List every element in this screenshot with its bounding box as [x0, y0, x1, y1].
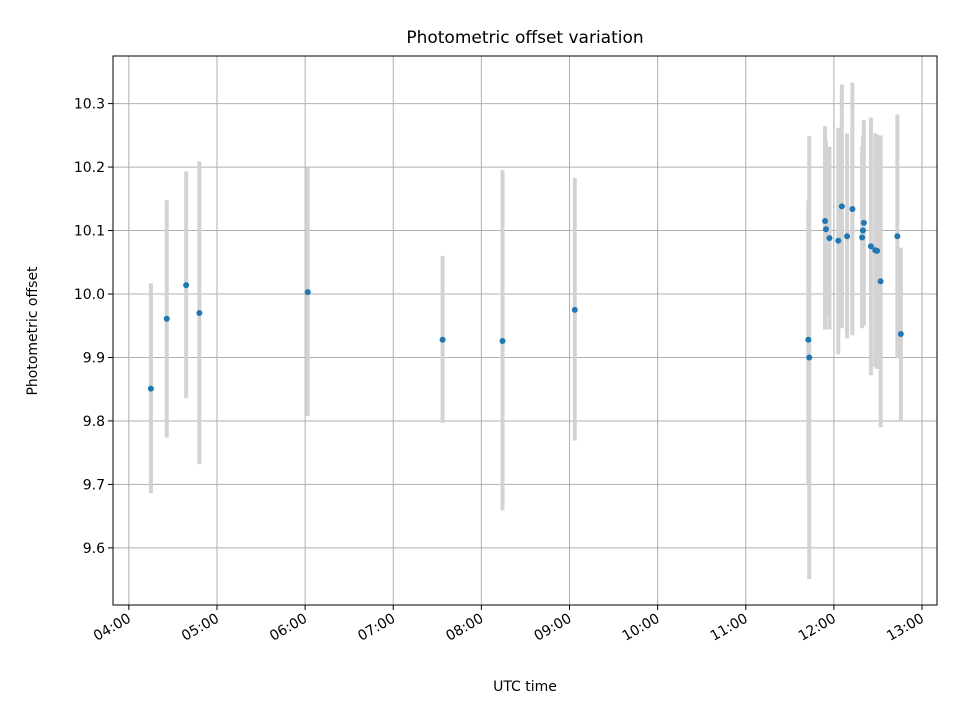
data-point — [822, 226, 829, 233]
x-tick-label: 07:00 — [355, 611, 398, 645]
data-point — [897, 330, 904, 337]
grid-lines — [113, 56, 937, 605]
x-tick-label: 08:00 — [443, 611, 486, 645]
x-tick-label: 06:00 — [267, 611, 310, 645]
data-point — [835, 237, 842, 244]
x-tick-label: 13:00 — [884, 611, 927, 645]
y-tick-label: 10.0 — [74, 287, 105, 303]
y-tick-label: 9.8 — [83, 414, 105, 430]
y-tick-label: 9.6 — [83, 541, 105, 557]
data-point — [822, 218, 829, 225]
data-point — [874, 247, 881, 254]
y-tick-label: 9.7 — [83, 477, 105, 493]
data-point — [571, 306, 578, 313]
chart-title: Photometric offset variation — [406, 28, 643, 48]
data-point — [826, 235, 833, 242]
data-point — [196, 310, 203, 317]
x-tick-label: 12:00 — [796, 611, 839, 645]
data-point — [163, 315, 170, 322]
x-tick-label: 05:00 — [179, 611, 222, 645]
data-point — [894, 233, 901, 240]
data-point — [877, 278, 884, 285]
x-tick-label: 09:00 — [532, 611, 575, 645]
data-point — [860, 219, 867, 226]
data-point — [183, 282, 190, 289]
plot-frame — [112, 55, 938, 606]
data-point — [499, 337, 506, 344]
data-point — [838, 203, 845, 210]
x-tick-label: 10:00 — [620, 611, 663, 645]
data-point — [859, 234, 866, 241]
x-tick-label: 04:00 — [91, 611, 134, 645]
y-tick-label: 10.2 — [74, 160, 105, 176]
data-point — [806, 354, 813, 361]
y-tick-label: 9.9 — [83, 350, 105, 366]
y-axis-ticks: 9.6 9.7 9.8 9.9 10.0 10.1 10.2 10.3 — [74, 97, 113, 557]
data-point — [304, 289, 311, 296]
error-bars — [148, 82, 903, 579]
data-point — [867, 243, 874, 250]
data-points — [147, 203, 904, 392]
data-point — [147, 385, 154, 392]
x-axis-label: UTC time — [493, 679, 557, 695]
y-tick-label: 10.1 — [74, 224, 105, 240]
data-point — [439, 336, 446, 343]
data-point — [859, 227, 866, 234]
y-axis-label: Photometric offset — [25, 266, 41, 396]
x-axis-ticks: 04:00 05:00 06:00 07:00 08:00 09:00 10:00 11:00… — [91, 605, 927, 645]
data-point — [844, 233, 851, 240]
data-point — [805, 336, 812, 343]
x-tick-label: 11:00 — [708, 611, 751, 645]
data-point — [849, 205, 856, 212]
y-tick-label: 10.3 — [74, 97, 105, 113]
